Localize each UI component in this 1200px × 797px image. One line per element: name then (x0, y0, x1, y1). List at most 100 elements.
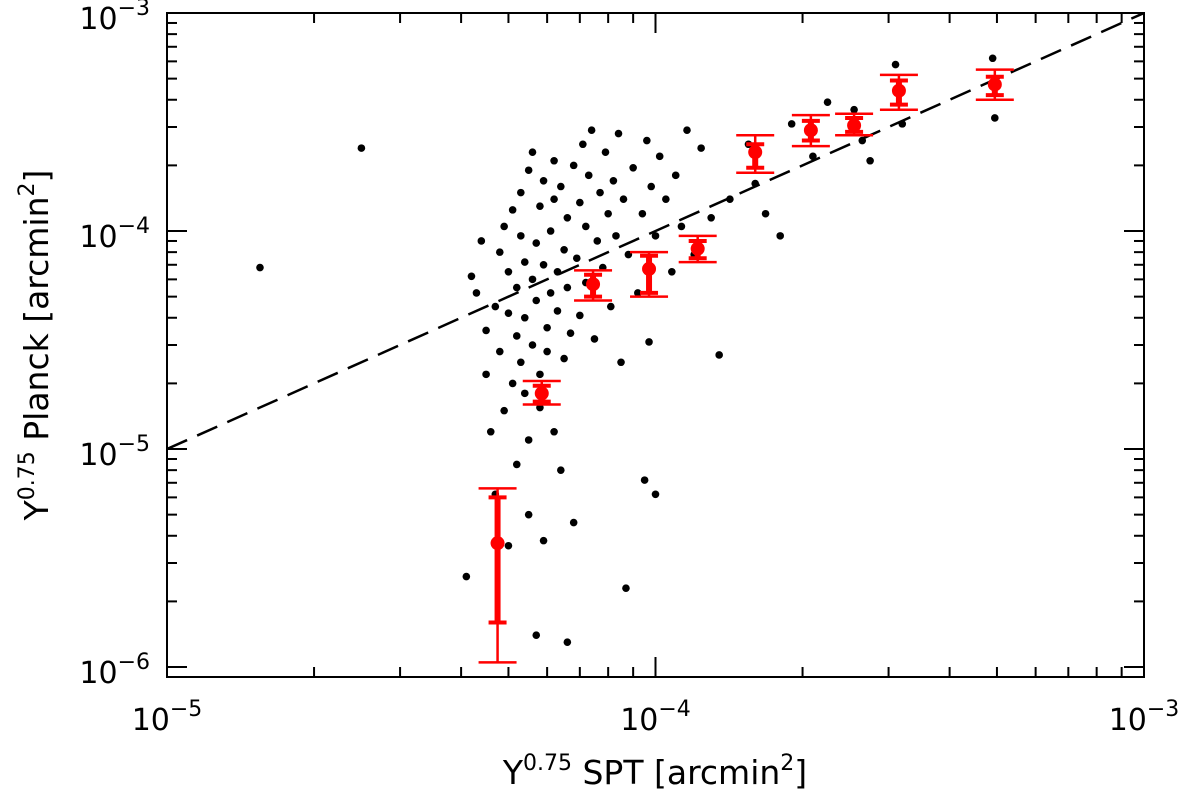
binned-point-group (975, 68, 1014, 102)
binned-point (748, 145, 763, 160)
cluster-point (467, 272, 476, 281)
binned-point (847, 118, 862, 133)
cluster-point (638, 209, 647, 218)
binned-point (490, 536, 505, 551)
cluster-point (504, 267, 513, 276)
cluster-point (601, 148, 610, 156)
cluster-point (576, 198, 584, 207)
fit-line (167, 13, 1144, 451)
x-axis-title-base: Y (502, 753, 524, 792)
cluster-point (532, 239, 541, 247)
cluster-point (517, 188, 525, 197)
cluster-point (543, 323, 551, 332)
cluster-point (707, 213, 715, 222)
cluster-point (539, 260, 548, 269)
cluster-point (587, 126, 596, 135)
cluster-point (486, 427, 495, 436)
x-tick-label: 10−5 (132, 697, 203, 738)
y-tick-label: 10−6 (79, 650, 150, 691)
y-axis-title-unit-sup: 2 (15, 182, 40, 196)
cluster-point (614, 129, 623, 138)
cluster-point (761, 209, 770, 218)
cluster-point (553, 307, 562, 315)
binned-point (803, 123, 818, 138)
cluster-point (563, 638, 572, 646)
cluster-point (582, 222, 590, 231)
cluster-point (776, 232, 785, 240)
x-tick-label: 10−4 (620, 697, 691, 738)
cluster-point (647, 182, 656, 191)
cluster-point (477, 237, 486, 245)
cluster-point (512, 460, 521, 469)
cluster-point (482, 326, 490, 335)
cluster-point (634, 289, 642, 297)
cluster-point (550, 156, 558, 165)
x-tick-label-base: 10 (132, 703, 170, 738)
cluster-point (569, 161, 578, 170)
cluster-point (629, 163, 637, 172)
cluster-point (504, 309, 513, 317)
cluster-point (643, 136, 651, 145)
cluster-point (858, 136, 867, 145)
cluster-point (645, 338, 653, 346)
fit-line-layer (167, 13, 1144, 451)
cluster-point (787, 120, 796, 128)
binned-point-group (522, 379, 561, 406)
cluster-point (532, 631, 541, 639)
cluster-point (609, 176, 618, 185)
cluster-point (550, 427, 558, 436)
y-tick-label-exp: −4 (118, 214, 150, 239)
cluster-point (563, 213, 572, 222)
x-tick-label-base: 10 (1109, 703, 1147, 738)
y-tick-labels: 10−610−510−410−3 (79, 0, 150, 691)
plot-frame (166, 12, 1145, 678)
cluster-point (553, 267, 562, 276)
x-axis-title-sup: 0.75 (523, 751, 572, 776)
cluster-point (697, 144, 705, 152)
binned-point-group (478, 487, 517, 664)
cluster-point (512, 332, 521, 340)
cluster-point (524, 436, 533, 444)
binned-point (987, 77, 1002, 92)
cluster-point (850, 105, 858, 114)
cluster-point (524, 166, 533, 175)
binned-point-group (791, 113, 830, 148)
binned-point-group (736, 133, 775, 175)
cluster-point (557, 182, 565, 191)
cluster-point (520, 313, 529, 322)
cluster-point (560, 245, 568, 254)
cluster-point (500, 222, 508, 231)
cluster-point (606, 302, 615, 311)
y-axis-title-main: Planck (17, 323, 56, 451)
cluster-point (569, 518, 578, 527)
cluster-point (495, 248, 504, 256)
cluster-point (528, 341, 537, 349)
cluster-point (991, 114, 999, 122)
binned-point (586, 277, 601, 292)
cluster-point (491, 302, 500, 311)
y-tick-label-exp: −3 (118, 0, 150, 21)
y-axis-title-close: ] (17, 170, 56, 183)
cluster-point (572, 254, 581, 263)
x-tick-label-exp: −4 (658, 697, 690, 722)
x-tick-label-exp: −3 (1147, 697, 1179, 722)
y-tick-label-exp: −5 (118, 432, 150, 457)
cluster-point (823, 98, 832, 106)
y-tick-label: 10−4 (79, 214, 150, 255)
binned-point-group (678, 234, 717, 264)
cluster-point (563, 283, 572, 292)
cluster-point (524, 510, 533, 519)
cluster-point (751, 179, 760, 188)
binned-point (690, 241, 705, 256)
cluster-point (898, 120, 907, 128)
cluster-point (866, 156, 874, 165)
x-axis-title-unit: [arcmin (654, 753, 780, 792)
cluster-point (655, 152, 664, 161)
cluster-point (891, 60, 900, 69)
cluster-point (536, 370, 544, 379)
cluster-point (622, 584, 630, 592)
cluster-point (520, 389, 529, 398)
binned-point-group (835, 112, 874, 137)
cluster-point (560, 354, 568, 363)
